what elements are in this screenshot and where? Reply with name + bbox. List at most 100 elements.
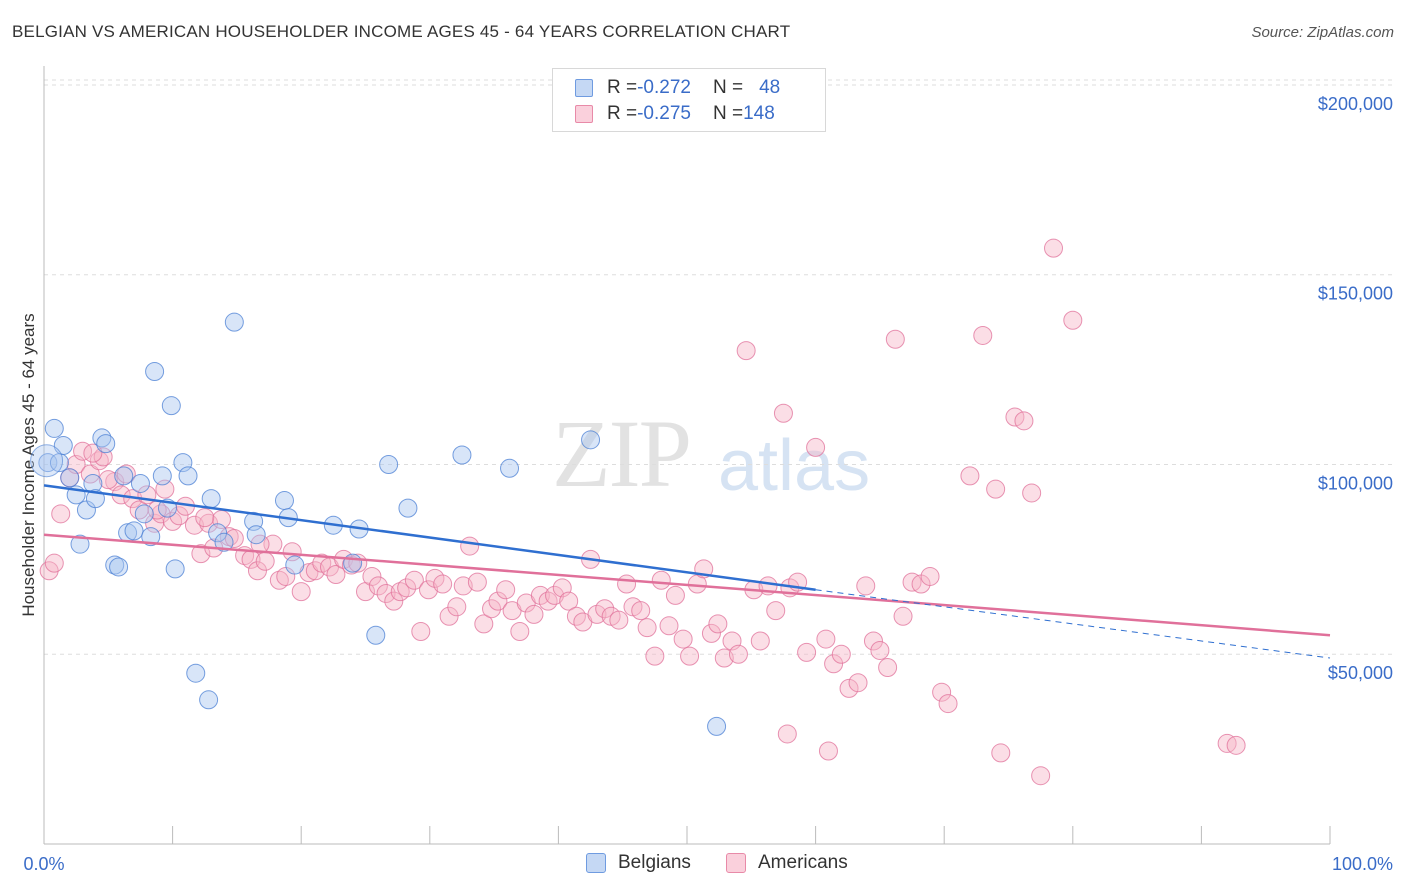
point-americans [291,582,311,602]
point-belgians [44,418,64,438]
point-belgians [246,525,266,545]
point-americans [195,508,215,528]
point-americans [255,551,275,571]
legend-swatch-belgians [575,79,593,97]
point-americans [938,694,958,714]
point-americans [433,574,453,594]
point-americans [510,621,530,641]
point-americans [595,599,615,619]
point-americans [116,464,136,484]
point-americans [777,724,797,744]
point-americans [816,629,836,649]
point-americans [224,528,244,548]
point-americans [839,678,859,698]
point-belgians [452,445,472,465]
point-americans [818,741,838,761]
point-americans [878,658,898,678]
point-americans [89,451,109,471]
point-belgians [285,555,305,575]
series-label-americans: Americans [758,852,848,873]
point-belgians [343,553,363,573]
point-americans [824,654,844,674]
point-americans [806,437,826,457]
point-americans [701,623,721,643]
point-americans [390,582,410,602]
point-americans [651,570,671,590]
point-belgians [274,491,294,511]
point-americans [1063,310,1083,330]
point-americans [368,576,388,596]
point-americans [269,570,289,590]
point-belgians [92,428,112,448]
point-belgians [500,458,520,478]
point-belgians [186,663,206,683]
point-americans [870,640,890,660]
point-americans [1031,766,1051,786]
point-americans [609,610,629,630]
point-americans [631,601,651,621]
point-belgians [60,468,80,488]
point-americans [960,466,980,486]
point-americans [617,574,637,594]
y-tick-label: $200,000 [1318,94,1393,114]
point-americans [488,591,508,611]
series-swatch-belgians [586,853,606,873]
point-americans [51,504,71,524]
point-americans [496,580,516,600]
point-belgians [224,312,244,332]
point-americans [474,614,494,634]
point-americans [920,566,940,586]
point-belgians [38,453,58,473]
point-belgians [379,454,399,474]
point-americans [645,646,665,666]
trendline-belgians-extension [815,589,1331,659]
point-americans [848,673,868,693]
point-belgians [109,557,129,577]
point-americans [750,631,770,651]
point-americans [404,570,424,590]
point-belgians [141,527,161,547]
legend-row-belgians: R = -0.272 N = 48 [575,76,780,100]
point-belgians [130,473,150,493]
point-belgians [707,716,727,736]
legend-swatch-americans [575,105,593,123]
series-legend-americans: Americans [726,852,848,874]
point-americans [773,403,793,423]
point-belgians [366,625,386,645]
point-americans [184,515,204,535]
legend-r-value: -0.275 [637,103,691,124]
point-belgians [214,532,234,552]
point-belgians [70,534,90,554]
point-americans [362,566,382,586]
point-belgians-large [30,444,64,478]
legend-r-label: R = [607,77,638,98]
point-americans [728,644,748,664]
point-americans [893,606,913,626]
point-americans [680,646,700,666]
point-americans [530,585,550,605]
trendline-americans [43,533,1331,637]
point-americans [714,648,734,668]
point-belgians [398,498,418,518]
point-americans [559,591,579,611]
point-americans [831,644,851,664]
point-americans [659,616,679,636]
watermark-zip: ZIP [552,400,692,507]
point-americans [1044,238,1064,258]
point-belgians [165,559,185,579]
point-belgians [199,690,219,710]
point-belgians [178,466,198,486]
point-belgians [208,523,228,543]
point-americans [673,629,693,649]
point-americans [1226,735,1246,755]
point-americans [191,544,211,564]
point-americans [439,606,459,626]
x-tick-label-start: 0.0% [23,854,64,874]
point-americans [169,506,189,526]
point-belgians [134,504,154,524]
point-americans [467,572,487,592]
point-americans [797,642,817,662]
point-americans [419,580,439,600]
point-belgians [581,430,601,450]
